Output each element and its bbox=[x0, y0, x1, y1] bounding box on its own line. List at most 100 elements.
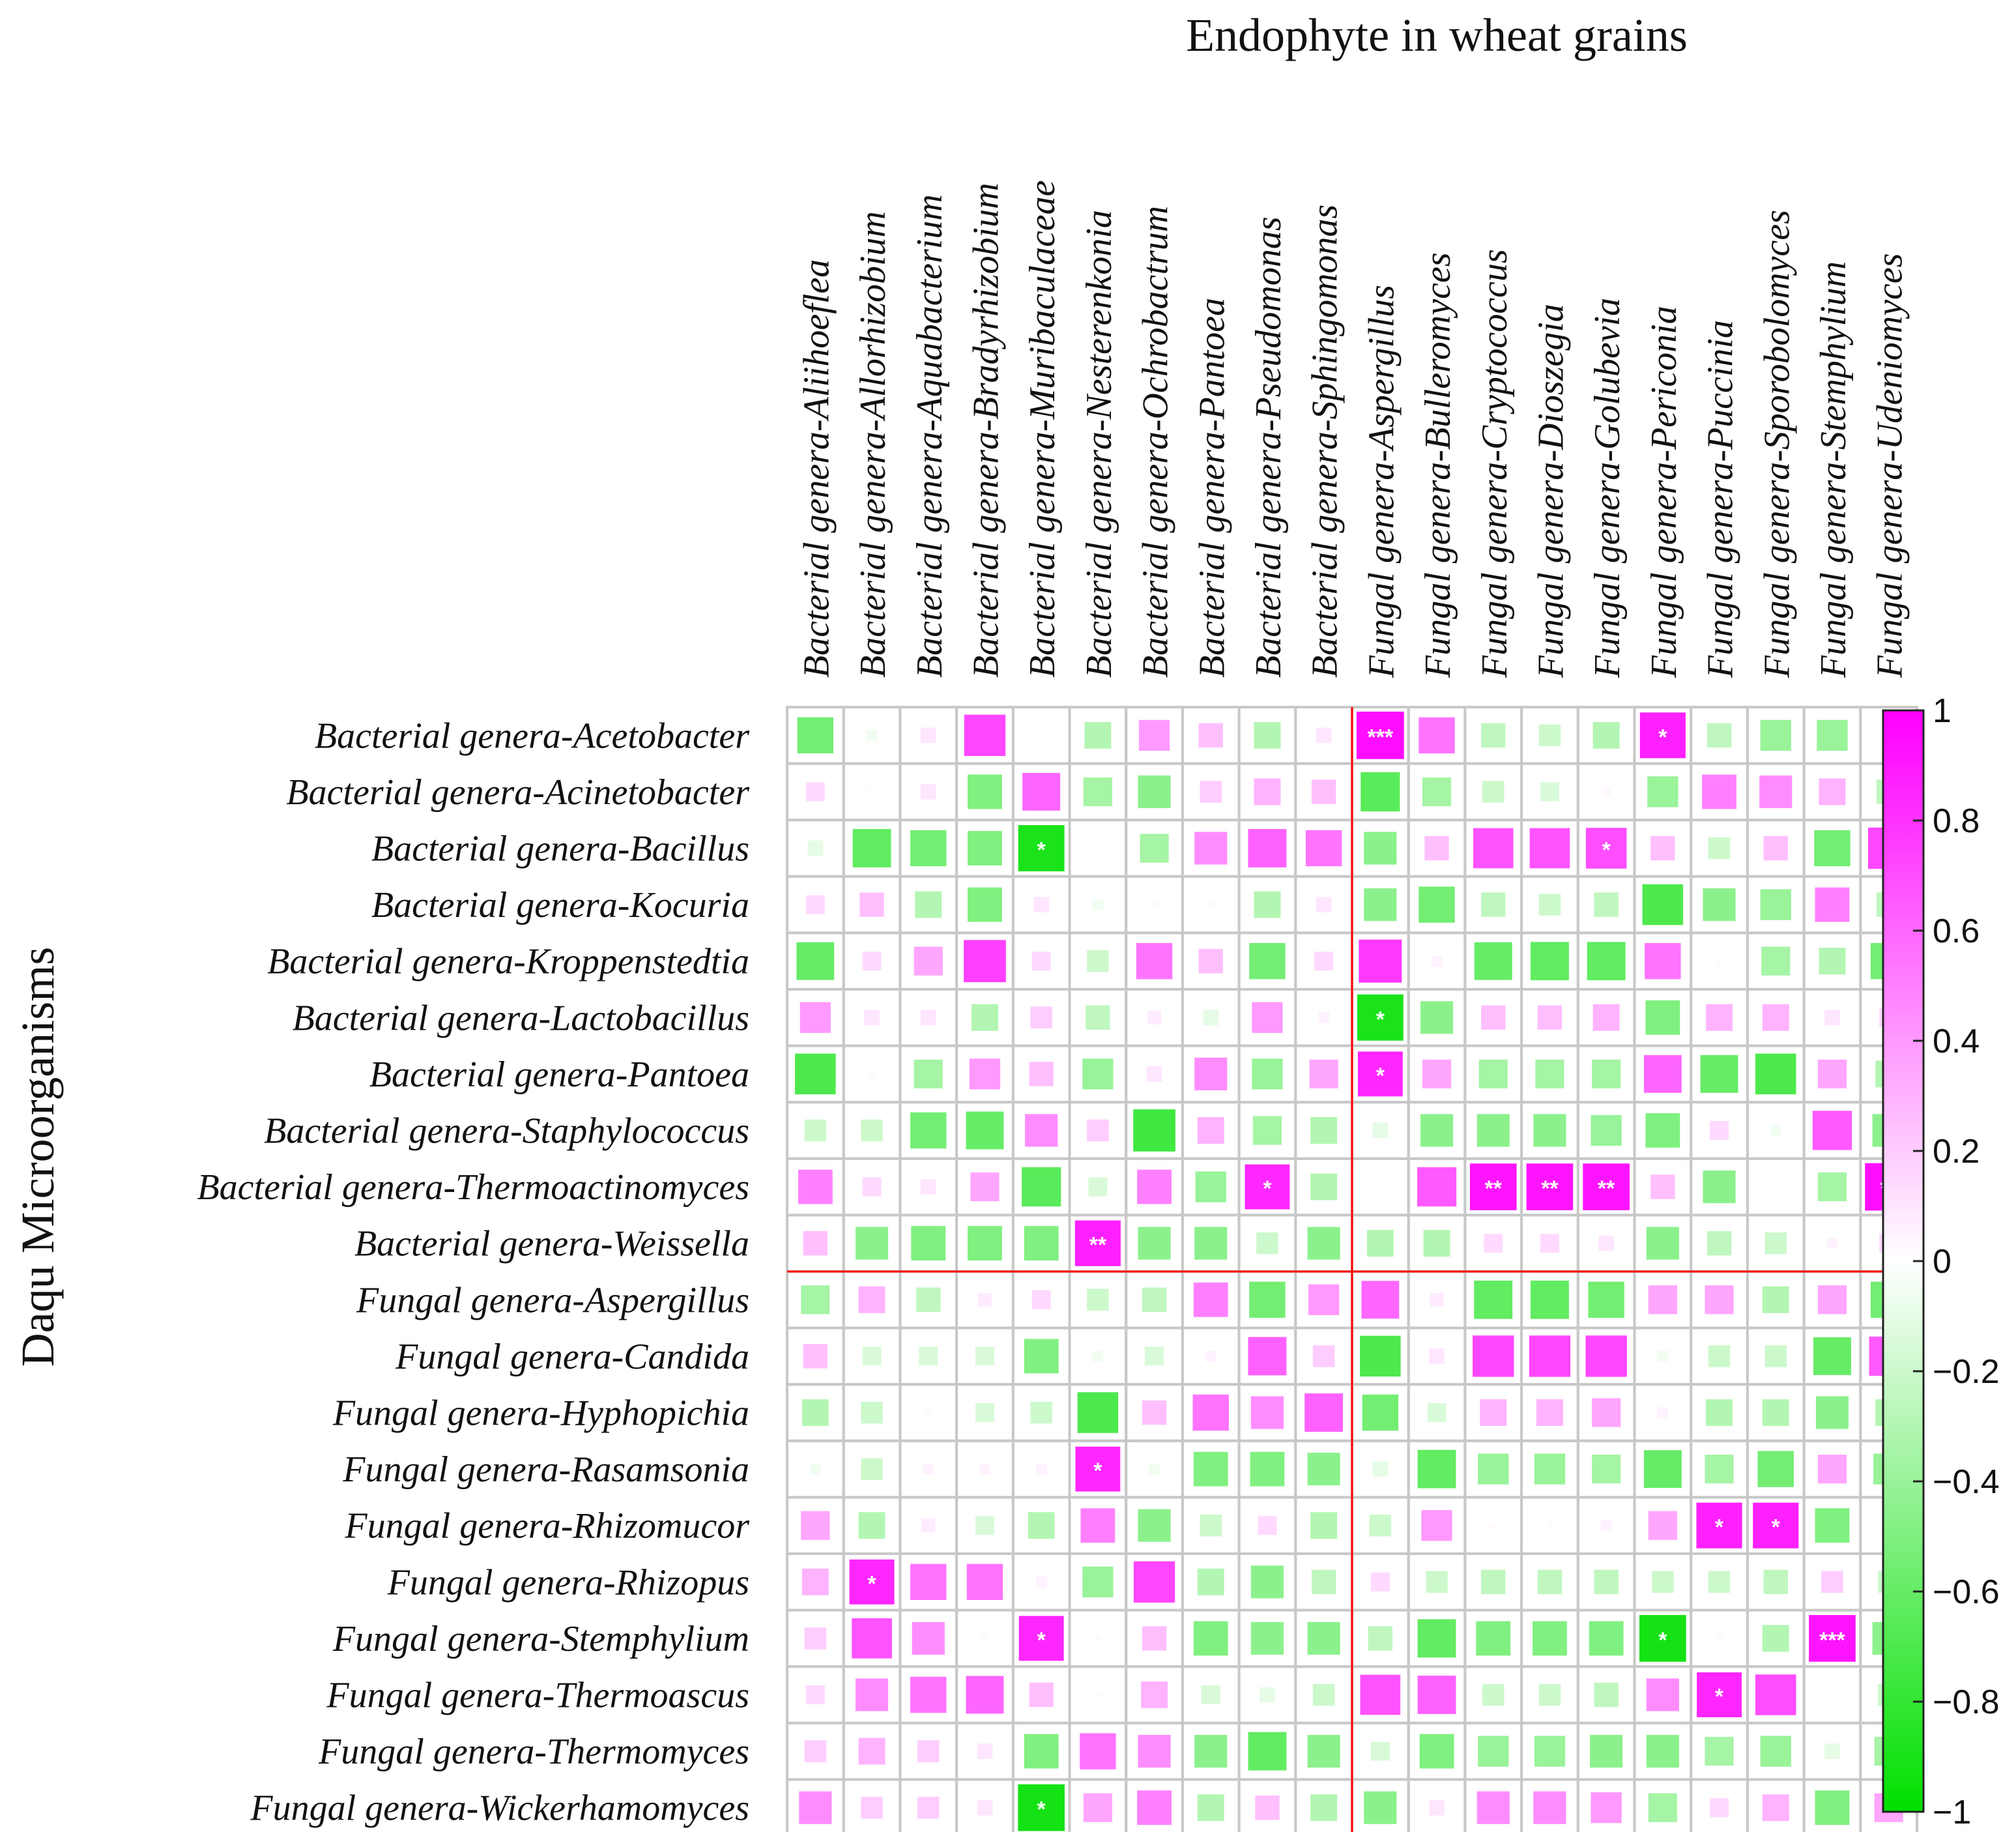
colorbar-tick-label: 1 bbox=[1933, 692, 1951, 730]
heatmap-cell bbox=[966, 1563, 1003, 1600]
heatmap-cell bbox=[1138, 1509, 1171, 1542]
heatmap-cell bbox=[1815, 1396, 1849, 1429]
heatmap-cell bbox=[1708, 1571, 1731, 1593]
heatmap-cell bbox=[1318, 1011, 1330, 1023]
heatmap-cell bbox=[1706, 1004, 1733, 1031]
heatmap-cell bbox=[1423, 1230, 1450, 1257]
heatmap-cell bbox=[977, 1292, 992, 1307]
heatmap-cell bbox=[1082, 1058, 1114, 1090]
heatmap-cell bbox=[1361, 1281, 1400, 1319]
heatmap-cell bbox=[858, 1286, 886, 1313]
heatmap-cell bbox=[1195, 1171, 1226, 1202]
heatmap-cell bbox=[1473, 828, 1514, 869]
colorbar-tick-label: −0.8 bbox=[1933, 1683, 2000, 1721]
heatmap-cell bbox=[1022, 772, 1061, 811]
heatmap-cell bbox=[852, 829, 891, 867]
heatmap-cell bbox=[1201, 1685, 1220, 1704]
heatmap-cell bbox=[849, 1559, 895, 1605]
heatmap-cell bbox=[861, 1458, 883, 1480]
grid-cell bbox=[1802, 1665, 1862, 1724]
heatmap-cell bbox=[1314, 952, 1334, 971]
heatmap-cell bbox=[855, 1227, 889, 1260]
heatmap-cell bbox=[1087, 1288, 1109, 1311]
heatmap-cell bbox=[1592, 1455, 1621, 1484]
heatmap-cell bbox=[969, 1058, 1001, 1090]
heatmap-cell bbox=[971, 1004, 998, 1031]
heatmap-cell bbox=[861, 1401, 883, 1424]
heatmap-cell bbox=[1824, 1743, 1840, 1759]
significance-mark: * bbox=[1037, 1628, 1046, 1653]
heatmap-cell bbox=[1248, 829, 1287, 867]
heatmap-cell bbox=[1024, 1734, 1059, 1769]
heatmap-cell bbox=[1481, 1569, 1506, 1594]
heatmap-cell bbox=[923, 1463, 934, 1475]
heatmap-cell bbox=[1762, 1794, 1789, 1822]
heatmap-cell bbox=[1642, 884, 1684, 925]
heatmap-cell bbox=[1759, 775, 1793, 808]
heatmap-cell bbox=[1417, 1619, 1456, 1658]
heatmap-cell bbox=[1533, 1114, 1566, 1147]
heatmap-cell bbox=[1304, 1393, 1344, 1432]
colorbar-tick-label: 0.4 bbox=[1933, 1023, 1980, 1060]
heatmap-cell bbox=[966, 1111, 1004, 1150]
heatmap-cell bbox=[1307, 1621, 1340, 1655]
heatmap-cell bbox=[1200, 781, 1222, 803]
significance-mark: * bbox=[1658, 1628, 1667, 1653]
heatmap-cell bbox=[912, 1621, 945, 1655]
heatmap-cell bbox=[920, 727, 936, 744]
row-labels: Bacterial genera-Acetobacter Bacterial ge… bbox=[197, 716, 749, 1828]
row-label: Fungal genera-Rasamsonia bbox=[342, 1449, 749, 1490]
significance-mark: * bbox=[867, 1571, 876, 1596]
heatmap-cell bbox=[1809, 1615, 1856, 1662]
heatmap-cell bbox=[1478, 1736, 1509, 1767]
heatmap-cell bbox=[1760, 720, 1791, 751]
heatmap-cell bbox=[1307, 1453, 1340, 1486]
heatmap-cell bbox=[917, 1796, 940, 1819]
heatmap-cell bbox=[1639, 1615, 1686, 1662]
heatmap-cell bbox=[1533, 1791, 1566, 1824]
heatmap-cell bbox=[798, 1169, 833, 1204]
heatmap-cell bbox=[1538, 724, 1561, 747]
heatmap-cell bbox=[1418, 886, 1455, 923]
heatmap-cell bbox=[1537, 1569, 1562, 1594]
heatmap-cell bbox=[1817, 720, 1848, 751]
grid-cell bbox=[1068, 819, 1128, 878]
heatmap-cell bbox=[1133, 1109, 1175, 1152]
heatmap-cell bbox=[1650, 1174, 1675, 1199]
heatmap-cell bbox=[803, 1231, 828, 1256]
heatmap-cell bbox=[1817, 1285, 1847, 1315]
heatmap-cell bbox=[1696, 1502, 1742, 1548]
row-label: Bacterial genera-Bacillus bbox=[371, 829, 749, 869]
group-dividers bbox=[787, 707, 1917, 1832]
heatmap-cell bbox=[858, 1737, 886, 1765]
heatmap-cell bbox=[1417, 1676, 1456, 1714]
heatmap-cell bbox=[1194, 1057, 1228, 1090]
heatmap-cell bbox=[1024, 1226, 1059, 1261]
column-label: Bacterial genera-Sphingomonas bbox=[1305, 205, 1346, 678]
significance-mark: * bbox=[1376, 1064, 1385, 1088]
heatmap-cell bbox=[915, 891, 942, 918]
significance-mark: * bbox=[1376, 1007, 1385, 1032]
heatmap-cell bbox=[1474, 1280, 1513, 1319]
heatmap-cell bbox=[1481, 892, 1506, 917]
heatmap-cell bbox=[1474, 942, 1512, 980]
row-label: Bacterial genera-Lactobacillus bbox=[293, 998, 749, 1038]
heatmap-cell bbox=[1469, 1163, 1517, 1210]
heatmap-cell bbox=[1529, 1335, 1571, 1377]
heatmap-cell bbox=[1763, 836, 1788, 861]
column-labels: Bacterial genera-Aliihoeflea Bacterial ge… bbox=[796, 180, 1910, 678]
column-label: Fungal genera-Puccinia bbox=[1701, 320, 1741, 678]
heatmap-cell bbox=[968, 1226, 1002, 1261]
heatmap-cell bbox=[1538, 1683, 1561, 1706]
heatmap-cell bbox=[1136, 943, 1173, 980]
heatmap-cell bbox=[1316, 727, 1332, 744]
heatmap-cell bbox=[799, 1791, 832, 1824]
heatmap-cell bbox=[1249, 943, 1286, 980]
heatmap-cell bbox=[1137, 1790, 1172, 1825]
heatmap-cell bbox=[910, 830, 947, 867]
heatmap-cell bbox=[1198, 949, 1223, 974]
heatmap-cell bbox=[1194, 1227, 1228, 1260]
heatmap-cell bbox=[1639, 712, 1686, 759]
heatmap-cell bbox=[1250, 1621, 1284, 1655]
